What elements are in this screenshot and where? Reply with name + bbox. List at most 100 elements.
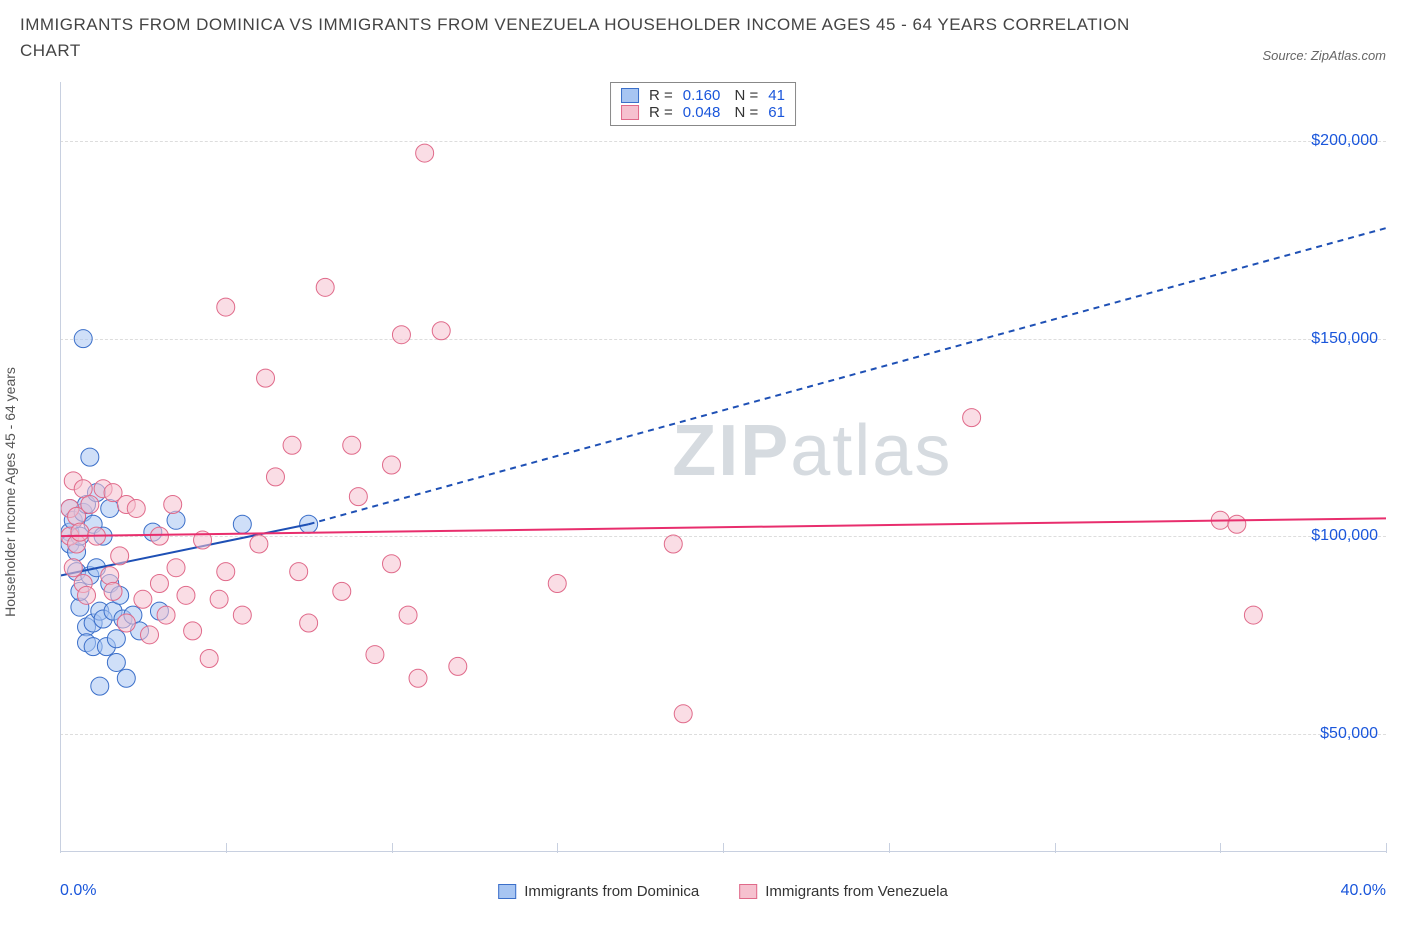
data-point-venezuela bbox=[200, 650, 218, 668]
data-point-venezuela bbox=[290, 563, 308, 581]
y-tick-label: $150,000 bbox=[1311, 330, 1378, 348]
legend-n-value: 41 bbox=[768, 87, 785, 104]
legend-swatch-icon bbox=[621, 105, 639, 120]
data-point-venezuela bbox=[217, 298, 235, 316]
legend-swatch-icon bbox=[621, 88, 639, 103]
data-point-venezuela bbox=[333, 582, 351, 600]
x-tick bbox=[1220, 843, 1221, 853]
data-point-venezuela bbox=[449, 657, 467, 675]
data-point-venezuela bbox=[78, 586, 96, 604]
data-point-venezuela bbox=[432, 322, 450, 340]
trend-extrapolation-dominica bbox=[309, 228, 1386, 524]
data-point-venezuela bbox=[104, 582, 122, 600]
scatter-plot bbox=[60, 82, 1386, 852]
x-tick bbox=[557, 843, 558, 853]
data-point-venezuela bbox=[111, 547, 129, 565]
data-point-venezuela bbox=[300, 614, 318, 632]
legend-label: Immigrants from Venezuela bbox=[765, 883, 948, 900]
source-attribution: Source: ZipAtlas.com bbox=[1262, 48, 1386, 63]
legend-item: Immigrants from Dominica bbox=[498, 883, 699, 900]
chart-container: Householder Income Ages 45 - 64 years ZI… bbox=[20, 82, 1386, 902]
data-point-venezuela bbox=[343, 436, 361, 454]
x-tick-label: 40.0% bbox=[1341, 882, 1386, 900]
data-point-venezuela bbox=[101, 567, 119, 585]
data-point-dominica bbox=[91, 677, 109, 695]
data-point-dominica bbox=[107, 653, 125, 671]
legend-r-value: 0.160 bbox=[683, 87, 721, 104]
data-point-venezuela bbox=[127, 499, 145, 517]
data-point-venezuela bbox=[349, 488, 367, 506]
data-point-venezuela bbox=[1244, 606, 1262, 624]
data-point-venezuela bbox=[257, 369, 275, 387]
data-point-venezuela bbox=[399, 606, 417, 624]
data-point-venezuela bbox=[64, 559, 82, 577]
legend-swatch-icon bbox=[739, 884, 757, 899]
data-point-dominica bbox=[167, 511, 185, 529]
x-tick-label: 0.0% bbox=[60, 882, 96, 900]
data-point-venezuela bbox=[233, 606, 251, 624]
x-tick bbox=[60, 843, 61, 853]
legend-label: Immigrants from Dominica bbox=[524, 883, 699, 900]
data-point-dominica bbox=[81, 448, 99, 466]
trend-line-venezuela bbox=[60, 518, 1386, 536]
x-tick bbox=[1055, 843, 1056, 853]
data-point-venezuela bbox=[177, 586, 195, 604]
data-point-venezuela bbox=[674, 705, 692, 723]
data-point-venezuela bbox=[416, 144, 434, 162]
data-point-venezuela bbox=[409, 669, 427, 687]
y-tick-label: $50,000 bbox=[1320, 725, 1378, 743]
data-point-venezuela bbox=[157, 606, 175, 624]
data-point-venezuela bbox=[392, 326, 410, 344]
legend-r-value: 0.048 bbox=[683, 104, 721, 121]
data-point-venezuela bbox=[664, 535, 682, 553]
correlation-legend: R = 0.160 N = 41 R = 0.048 N = 61 bbox=[610, 82, 796, 126]
data-point-venezuela bbox=[383, 555, 401, 573]
x-axis: 0.0%40.0% Immigrants from DominicaImmigr… bbox=[60, 852, 1386, 902]
series-legend: Immigrants from Dominica Immigrants from … bbox=[498, 883, 948, 900]
data-point-venezuela bbox=[141, 626, 159, 644]
data-point-venezuela bbox=[210, 590, 228, 608]
legend-row-venezuela: R = 0.048 N = 61 bbox=[621, 104, 785, 121]
data-point-venezuela bbox=[184, 622, 202, 640]
data-point-dominica bbox=[107, 630, 125, 648]
data-point-dominica bbox=[233, 515, 251, 533]
data-point-venezuela bbox=[150, 574, 168, 592]
data-point-venezuela bbox=[250, 535, 268, 553]
y-axis-line bbox=[60, 82, 61, 852]
data-point-venezuela bbox=[266, 468, 284, 486]
legend-item: Immigrants from Venezuela bbox=[739, 883, 948, 900]
legend-n-value: 61 bbox=[768, 104, 785, 121]
data-point-venezuela bbox=[548, 574, 566, 592]
x-tick bbox=[1386, 843, 1387, 853]
x-tick bbox=[889, 843, 890, 853]
data-point-venezuela bbox=[134, 590, 152, 608]
legend-n-label: N = bbox=[730, 104, 758, 121]
legend-r-label: R = bbox=[649, 87, 673, 104]
x-tick bbox=[723, 843, 724, 853]
y-axis-label: Householder Income Ages 45 - 64 years bbox=[2, 367, 18, 617]
data-point-venezuela bbox=[167, 559, 185, 577]
data-point-dominica bbox=[101, 499, 119, 517]
data-point-dominica bbox=[74, 330, 92, 348]
data-point-venezuela bbox=[74, 480, 92, 498]
data-point-dominica bbox=[117, 669, 135, 687]
data-point-venezuela bbox=[164, 496, 182, 514]
data-point-venezuela bbox=[383, 456, 401, 474]
y-tick-label: $200,000 bbox=[1311, 132, 1378, 150]
legend-swatch-icon bbox=[498, 884, 516, 899]
data-point-venezuela bbox=[1228, 515, 1246, 533]
x-tick bbox=[392, 843, 393, 853]
data-point-venezuela bbox=[71, 523, 89, 541]
data-point-venezuela bbox=[81, 496, 99, 514]
data-point-venezuela bbox=[963, 409, 981, 427]
chart-title: IMMIGRANTS FROM DOMINICA VS IMMIGRANTS F… bbox=[20, 12, 1170, 63]
data-point-venezuela bbox=[283, 436, 301, 454]
data-point-venezuela bbox=[217, 563, 235, 581]
legend-n-label: N = bbox=[730, 87, 758, 104]
legend-r-label: R = bbox=[649, 104, 673, 121]
legend-row-dominica: R = 0.160 N = 41 bbox=[621, 87, 785, 104]
data-point-venezuela bbox=[316, 278, 334, 296]
y-tick-label: $100,000 bbox=[1311, 527, 1378, 545]
data-point-venezuela bbox=[366, 646, 384, 664]
x-tick bbox=[226, 843, 227, 853]
